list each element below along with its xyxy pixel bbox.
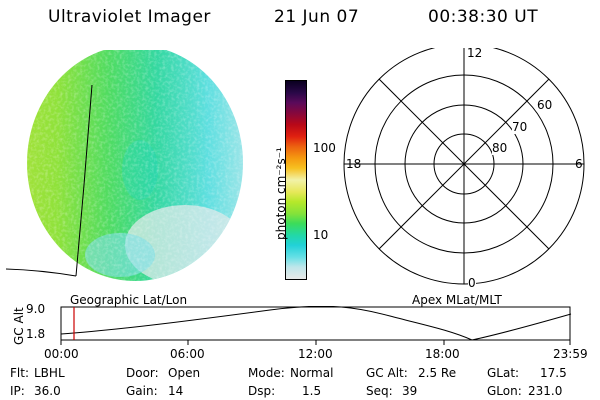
colorbar-tick-100: 100 <box>313 141 336 155</box>
mlat-label-60: 60 <box>537 98 553 112</box>
terminator-line <box>75 84 93 277</box>
ip-value: 36.0 <box>34 384 61 398</box>
gain-value: 14 <box>168 384 184 398</box>
dsp-value: 1.5 <box>302 384 322 398</box>
altitude-axis-label: GC Alt <box>12 307 26 345</box>
colorbar-unit-label: photon cm⁻²s⁻¹ <box>274 147 288 240</box>
seq-label: Seq: <box>366 384 393 398</box>
mlt-label-0: 0 <box>468 276 476 290</box>
mode-label: Mode: <box>248 366 285 380</box>
altitude-tick-1-8: 1.8 <box>26 327 46 341</box>
time-tick-0600: 06:00 <box>170 347 205 361</box>
time-tick-2359: 23:59 <box>553 347 588 361</box>
door-label: Door: <box>126 366 159 380</box>
mlt-label-6: 6 <box>575 157 583 171</box>
mlat-label-70: 70 <box>512 120 528 134</box>
earth-image <box>5 50 243 281</box>
instrument-title: Ultraviolet Imager <box>48 7 211 27</box>
mode-value: Normal <box>290 366 334 380</box>
polar-plot-title: Apex MLat/MLT <box>412 293 502 307</box>
mlat-label-80: 80 <box>492 141 508 155</box>
colorbar-tick-10: 10 <box>313 228 329 242</box>
date-label: 21 Jun 07 <box>274 7 360 27</box>
glon-value: 231.0 <box>528 384 563 398</box>
mlt-label-12: 12 <box>467 46 483 60</box>
flt-value: LBHL <box>34 366 65 380</box>
disk-pixels <box>27 50 243 281</box>
colorbar-scale <box>286 81 306 279</box>
altitude-strip <box>60 306 572 345</box>
polar-plot <box>343 48 585 285</box>
time-label: 00:38:30 UT <box>428 7 539 27</box>
ip-label: IP: <box>10 384 25 398</box>
altitude-frame <box>60 306 571 341</box>
time-tick-1200: 12:00 <box>298 347 333 361</box>
image-panel-title: Geographic Lat/Lon <box>70 293 188 307</box>
dsp-label: Dsp: <box>248 384 276 398</box>
gcalt-value: 2.5 Re <box>418 366 457 380</box>
glat-value: 17.5 <box>540 366 567 380</box>
altitude-curve <box>60 306 572 341</box>
time-tick-0000: 00:00 <box>44 347 79 361</box>
polar-diagonal-b <box>378 78 550 250</box>
altitude-tick-9: 9.0 <box>26 302 46 316</box>
gcalt-label: GC Alt: <box>366 366 408 380</box>
mlt-label-18: 18 <box>346 157 362 171</box>
limb-line <box>5 268 77 277</box>
door-value: Open <box>168 366 201 380</box>
gain-label: Gain: <box>126 384 158 398</box>
seq-value: 39 <box>402 384 418 398</box>
glon-label: GLon: <box>487 384 522 398</box>
flt-label: Flt: <box>10 366 29 380</box>
time-tick-1800: 18:00 <box>425 347 460 361</box>
glat-label: GLat: <box>487 366 520 380</box>
colorbar <box>285 80 307 280</box>
